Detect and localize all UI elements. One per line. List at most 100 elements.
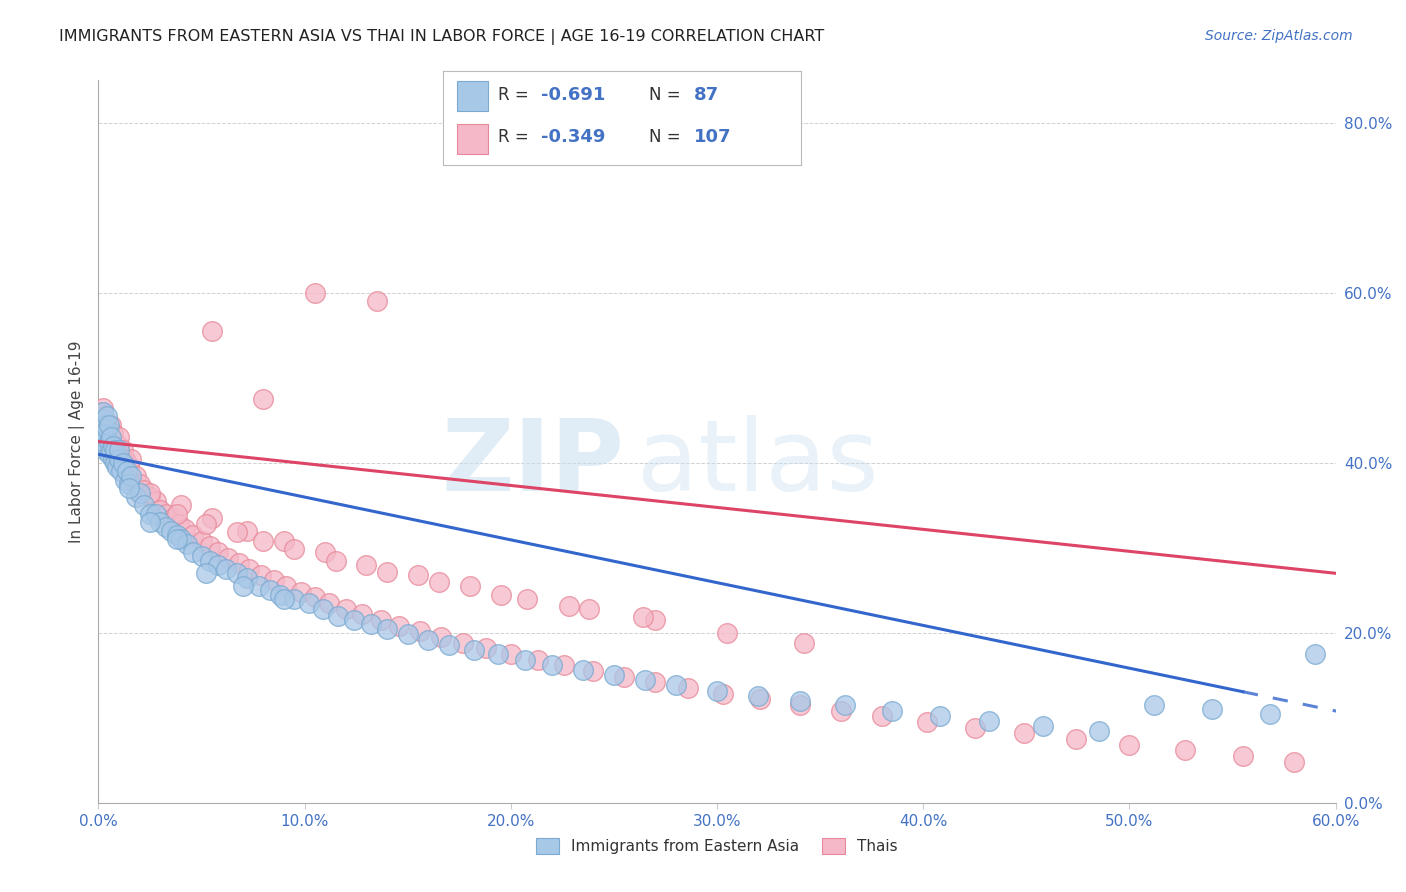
Point	[1232, 749, 1254, 764]
Point	[1032, 719, 1054, 733]
Point	[314, 545, 336, 559]
Point	[145, 494, 167, 508]
Point	[93, 425, 115, 440]
Point	[207, 558, 229, 572]
Point	[97, 417, 120, 432]
Point	[96, 417, 118, 432]
Point	[1284, 755, 1306, 769]
Point	[396, 627, 419, 641]
Point	[252, 392, 274, 406]
Point	[93, 430, 115, 444]
Point	[91, 409, 114, 423]
Point	[1118, 738, 1140, 752]
Point	[114, 451, 136, 466]
Point	[793, 636, 815, 650]
Point	[263, 573, 285, 587]
Point	[676, 681, 699, 695]
Point	[427, 574, 450, 589]
Point	[93, 413, 115, 427]
Point	[236, 524, 259, 538]
Point	[582, 664, 605, 678]
Point	[917, 714, 939, 729]
Point	[516, 591, 538, 606]
Point	[155, 519, 177, 533]
Text: R =: R =	[499, 87, 534, 104]
Point	[91, 405, 114, 419]
Point	[488, 647, 510, 661]
Point	[749, 692, 772, 706]
Point	[273, 533, 295, 548]
Point	[139, 507, 162, 521]
Point	[1143, 698, 1166, 712]
Point	[515, 653, 537, 667]
Point	[91, 413, 114, 427]
Point	[190, 533, 212, 548]
Point	[1087, 724, 1109, 739]
Point	[190, 549, 212, 564]
Point	[475, 641, 498, 656]
Point	[118, 460, 141, 475]
Point	[283, 542, 305, 557]
Point	[366, 294, 388, 309]
Point	[194, 566, 217, 581]
Point	[159, 524, 181, 538]
Point	[104, 443, 127, 458]
Point	[155, 507, 177, 521]
Point	[97, 447, 120, 461]
Point	[118, 477, 141, 491]
Point	[110, 449, 132, 463]
Point	[89, 417, 111, 432]
Point	[360, 617, 382, 632]
Text: 87: 87	[695, 87, 718, 104]
Point	[101, 451, 124, 466]
Point	[100, 430, 122, 444]
Point	[132, 483, 155, 497]
Point	[238, 562, 260, 576]
Point	[1174, 743, 1197, 757]
Point	[834, 698, 856, 712]
Point	[259, 583, 281, 598]
Point	[1303, 647, 1326, 661]
Point	[170, 533, 193, 547]
Point	[114, 473, 136, 487]
Point	[166, 528, 188, 542]
Text: ZIP: ZIP	[441, 415, 624, 512]
Point	[215, 562, 238, 576]
Point	[747, 689, 769, 703]
Point	[429, 630, 451, 644]
Point	[963, 721, 986, 735]
Point	[128, 477, 150, 491]
Point	[96, 422, 118, 436]
Point	[170, 498, 193, 512]
Point	[870, 709, 893, 723]
Point	[176, 536, 198, 550]
Point	[101, 439, 124, 453]
Point	[613, 670, 636, 684]
Point	[418, 632, 440, 647]
Point	[326, 608, 349, 623]
Point	[139, 485, 162, 500]
Point	[437, 638, 460, 652]
Point	[105, 460, 128, 475]
Point	[252, 533, 274, 548]
Point	[118, 473, 141, 487]
Point	[557, 599, 579, 613]
Point	[290, 585, 312, 599]
Point	[335, 602, 357, 616]
Point	[112, 443, 135, 458]
Point	[194, 516, 217, 531]
Point	[572, 663, 595, 677]
Point	[603, 668, 626, 682]
Point	[91, 430, 114, 444]
Point	[453, 636, 475, 650]
Point	[463, 642, 485, 657]
Point	[96, 439, 118, 453]
Point	[375, 565, 398, 579]
Point	[104, 456, 127, 470]
Point	[162, 511, 184, 525]
Point	[198, 553, 221, 567]
Point	[110, 464, 132, 478]
Point	[375, 622, 398, 636]
Text: Source: ZipAtlas.com: Source: ZipAtlas.com	[1205, 29, 1353, 43]
Point	[312, 602, 335, 616]
